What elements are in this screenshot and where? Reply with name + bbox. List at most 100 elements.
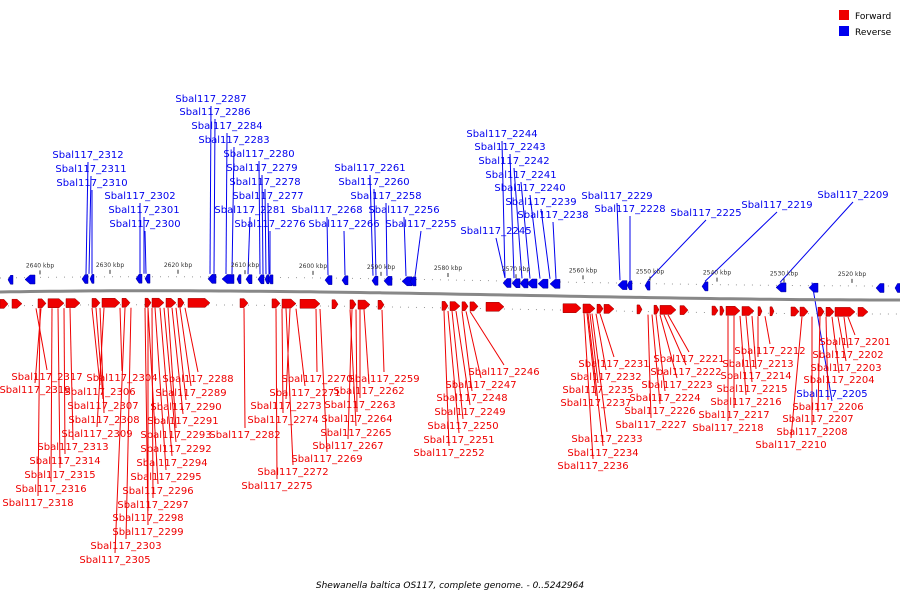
gene-label[interactable]: Sbal117_2215 [716, 384, 787, 395]
gene-label[interactable]: Sbal117_2247 [445, 380, 516, 391]
gene-label[interactable]: Sbal117_2308 [68, 415, 139, 426]
gene-label[interactable]: Sbal117_2207 [782, 414, 853, 425]
gene-label[interactable]: Sbal117_2252 [413, 448, 484, 459]
forward-gene[interactable] [857, 307, 869, 317]
forward-gene[interactable] [37, 298, 47, 309]
forward-gene[interactable] [603, 304, 615, 314]
forward-gene[interactable] [151, 297, 165, 308]
gene-label[interactable]: Sbal117_2224 [629, 393, 700, 404]
reverse-gene[interactable] [701, 281, 709, 292]
gene-label[interactable]: Sbal117_2248 [436, 393, 507, 404]
gene-label[interactable]: Sbal117_2319 [0, 385, 71, 396]
reverse-gene[interactable] [383, 276, 393, 286]
forward-gene[interactable] [834, 307, 856, 317]
gene-label[interactable]: Sbal117_2249 [434, 407, 505, 418]
gene-label[interactable]: Sbal117_2288 [162, 374, 233, 385]
forward-gene[interactable] [799, 306, 809, 317]
gene-label[interactable]: Sbal117_2286 [179, 107, 250, 118]
reverse-gene[interactable] [526, 278, 538, 289]
reverse-gene[interactable] [808, 282, 819, 293]
forward-gene[interactable] [461, 301, 469, 312]
gene-label[interactable]: Sbal117_2202 [812, 350, 883, 361]
gene-label[interactable]: Sbal117_2295 [130, 472, 201, 483]
gene-label[interactable]: Sbal117_2306 [64, 387, 135, 398]
gene-label[interactable]: Sbal117_2280 [223, 149, 294, 160]
gene-label[interactable]: Sbal117_2312 [52, 150, 123, 161]
reverse-gene[interactable] [7, 275, 14, 285]
forward-gene[interactable] [239, 298, 249, 308]
gene-label[interactable]: Sbal117_2304 [86, 373, 157, 384]
gene-label[interactable]: Sbal117_2291 [147, 416, 218, 427]
gene-label[interactable]: Sbal117_2289 [155, 388, 226, 399]
gene-label[interactable]: Sbal117_2270 [281, 374, 352, 385]
forward-gene[interactable] [91, 298, 101, 308]
reverse-gene[interactable] [502, 278, 512, 288]
gene-label[interactable]: Sbal117_2222 [650, 367, 721, 378]
forward-gene[interactable] [596, 303, 604, 314]
gene-label[interactable]: Sbal117_2299 [112, 527, 183, 538]
forward-gene[interactable] [679, 305, 689, 315]
gene-label[interactable]: Sbal117_2244 [466, 129, 537, 140]
gene-label[interactable]: Sbal117_2314 [29, 456, 100, 467]
reverse-gene[interactable] [644, 280, 651, 291]
gene-label[interactable]: Sbal117_2277 [232, 191, 303, 202]
forward-gene[interactable] [469, 301, 479, 312]
gene-label[interactable]: Sbal117_2272 [257, 467, 328, 478]
gene-label[interactable]: Sbal117_2311 [55, 164, 126, 175]
gene-label[interactable]: Sbal117_2316 [15, 484, 86, 495]
forward-gene[interactable] [825, 307, 835, 317]
gene-label[interactable]: Sbal117_2298 [112, 513, 183, 524]
gene-label[interactable]: Sbal117_2231 [578, 359, 649, 370]
gene-label[interactable]: Sbal117_2213 [722, 359, 793, 370]
gene-label[interactable]: Sbal117_2269 [291, 454, 362, 465]
gene-label[interactable]: Sbal117_2275 [241, 481, 312, 492]
reverse-gene[interactable] [267, 274, 274, 285]
gene-label[interactable]: Sbal117_2246 [468, 367, 539, 378]
gene-label[interactable]: Sbal117_2243 [474, 142, 545, 153]
gene-label[interactable]: Sbal117_2294 [136, 458, 207, 469]
forward-gene[interactable] [349, 299, 357, 310]
reverse-gene[interactable] [236, 274, 242, 284]
gene-label[interactable]: Sbal117_2292 [140, 444, 211, 455]
forward-gene[interactable] [725, 306, 741, 316]
reverse-gene[interactable] [894, 283, 900, 293]
gene-label[interactable]: Sbal117_2236 [557, 461, 628, 472]
gene-label[interactable]: Sbal117_2309 [61, 429, 132, 440]
gene-label[interactable]: Sbal117_2302 [104, 191, 175, 202]
forward-gene[interactable] [449, 301, 461, 311]
gene-label[interactable]: Sbal117_2235 [562, 385, 633, 396]
reverse-gene[interactable] [341, 275, 349, 286]
gene-label[interactable]: Sbal117_2225 [670, 208, 741, 219]
forward-gene[interactable] [11, 298, 23, 309]
reverse-gene[interactable] [264, 274, 270, 285]
gene-label[interactable]: Sbal117_2273 [250, 401, 321, 412]
forward-gene[interactable] [790, 306, 800, 317]
forward-gene[interactable] [377, 300, 385, 310]
reverse-gene[interactable] [409, 276, 417, 287]
forward-gene[interactable] [65, 298, 81, 308]
forward-gene[interactable] [101, 298, 121, 308]
gene-label[interactable]: Sbal117_2259 [348, 374, 419, 385]
gene-label[interactable]: Sbal117_2241 [485, 170, 556, 181]
gene-label[interactable]: Sbal117_2266 [308, 219, 379, 230]
reverse-gene[interactable] [617, 280, 628, 290]
gene-label[interactable]: Sbal117_2264 [321, 414, 392, 425]
gene-label[interactable]: Sbal117_2228 [594, 204, 665, 215]
gene-label[interactable]: Sbal117_2297 [117, 500, 188, 511]
gene-label[interactable]: Sbal117_2282 [209, 430, 280, 441]
gene-label[interactable]: Sbal117_2232 [570, 372, 641, 383]
gene-label[interactable]: Sbal117_2274 [247, 415, 318, 426]
forward-gene[interactable] [769, 306, 775, 317]
reverse-gene[interactable] [549, 279, 561, 289]
gene-label[interactable]: Sbal117_2313 [37, 442, 108, 453]
gene-label[interactable]: Sbal117_2219 [741, 200, 812, 211]
forward-gene[interactable] [817, 306, 825, 317]
forward-gene[interactable] [177, 298, 185, 308]
reverse-gene[interactable] [537, 278, 549, 289]
reverse-gene[interactable] [371, 275, 379, 286]
gene-label[interactable]: Sbal117_2276 [234, 219, 305, 230]
forward-gene[interactable] [271, 298, 281, 309]
reverse-gene[interactable] [511, 278, 521, 288]
reverse-gene[interactable] [245, 274, 253, 284]
forward-gene[interactable] [441, 301, 449, 311]
